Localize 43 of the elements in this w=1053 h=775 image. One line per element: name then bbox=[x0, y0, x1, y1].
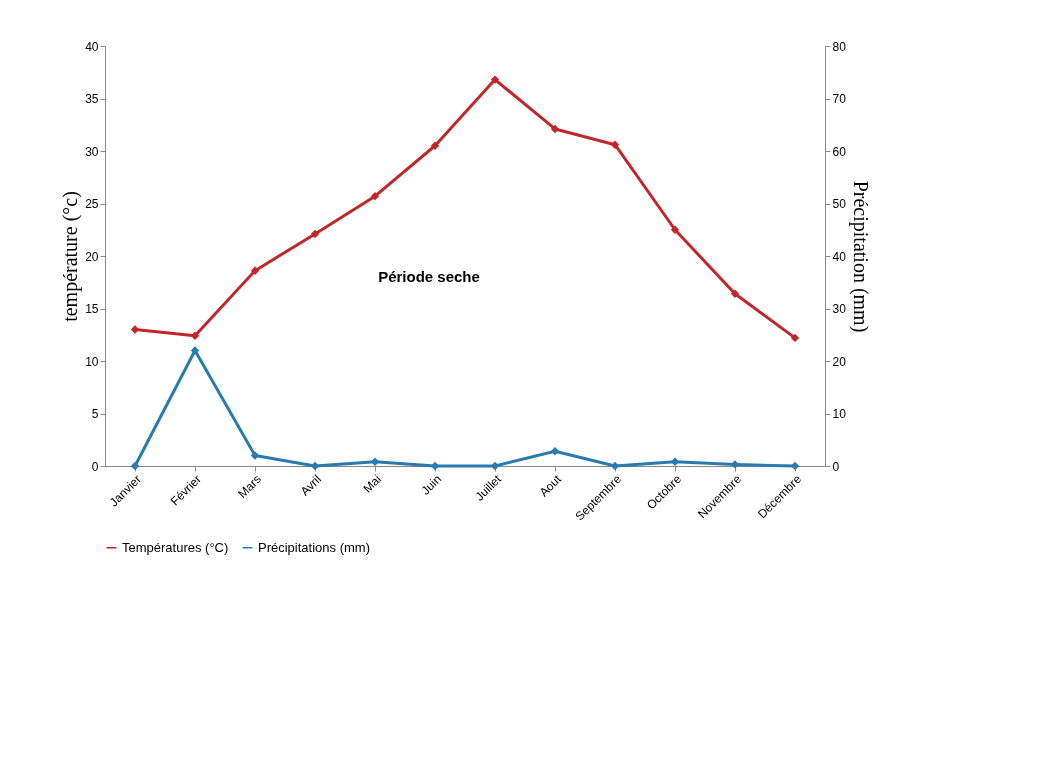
legend-label: Températures (°C) bbox=[122, 539, 229, 555]
point bbox=[250, 266, 260, 275]
point bbox=[670, 457, 680, 466]
x-tick-label: Mai bbox=[360, 472, 384, 496]
y2-tick-label: 20 bbox=[832, 354, 847, 369]
annotation: Période seche bbox=[378, 268, 480, 285]
y2-tick-label: 10 bbox=[832, 407, 847, 421]
point bbox=[730, 289, 740, 298]
y2-tick-label: 80 bbox=[832, 39, 847, 54]
y-axis-title: température (°c) bbox=[59, 191, 83, 322]
y-tick-label: 40 bbox=[85, 39, 99, 54]
y2-tick-label: 50 bbox=[832, 197, 847, 211]
point bbox=[310, 229, 320, 239]
point bbox=[130, 325, 140, 334]
y-tick-label: 30 bbox=[85, 144, 99, 159]
y-tick-label: 10 bbox=[85, 354, 99, 369]
y-tick-label: 15 bbox=[85, 302, 99, 316]
x-tick-label: Juin bbox=[418, 472, 444, 498]
legend-label: Précipitations (mm) bbox=[258, 539, 370, 555]
point bbox=[370, 191, 380, 201]
y2-tick-label: 70 bbox=[832, 92, 847, 106]
y-tick-label: 25 bbox=[85, 197, 99, 211]
y-tick-label: 0 bbox=[91, 459, 99, 474]
point bbox=[190, 331, 200, 340]
point bbox=[190, 346, 200, 355]
y2-tick-label: 0 bbox=[832, 459, 840, 474]
point bbox=[670, 225, 680, 234]
point bbox=[790, 333, 800, 343]
y2-tick-label: 30 bbox=[832, 302, 847, 316]
y-tick-label: 20 bbox=[85, 249, 99, 264]
point bbox=[550, 124, 560, 134]
y-tick-label: 35 bbox=[85, 92, 99, 106]
point bbox=[250, 451, 260, 460]
y2-tick-label: 60 bbox=[832, 144, 847, 159]
point bbox=[490, 75, 500, 84]
point bbox=[430, 141, 440, 150]
point bbox=[370, 457, 380, 466]
y2-axis-title: Précipitation (mm) bbox=[848, 180, 872, 333]
y-tick-label: 5 bbox=[91, 407, 99, 421]
point bbox=[550, 447, 560, 456]
point bbox=[130, 461, 140, 471]
point bbox=[610, 140, 620, 149]
y2-tick-label: 40 bbox=[832, 249, 847, 264]
